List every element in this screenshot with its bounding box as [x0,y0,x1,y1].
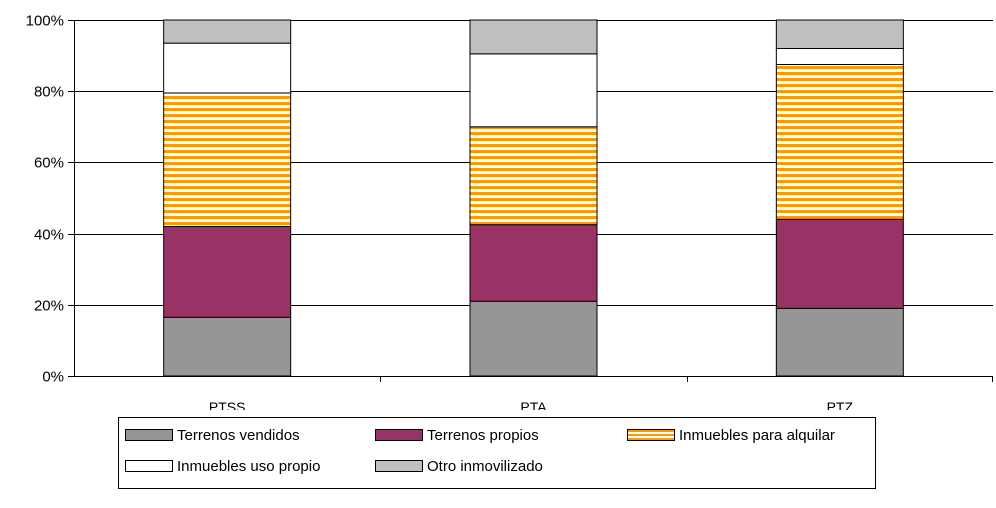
stacked-bar-chart: 0% 20% 40% 60% 80% 100% PTSS PTA PTZ [26,13,993,410]
axes: 0% 20% 40% 60% 80% 100% PTSS PTA PTZ [26,13,993,410]
legend-label: Terrenos propios [427,426,539,444]
legend-label: Inmuebles para alquilar [679,426,835,444]
legend-swatch [375,460,423,472]
x-category-label: PTZ [827,399,854,410]
legend-label: Otro inmovilizado [427,457,543,475]
bar-segment-pta-5 [469,19,598,55]
bars [163,19,904,377]
legend: Terrenos vendidos Terrenos propios Inmuebl… [118,417,876,489]
y-tick-label: 60% [34,155,64,172]
bar-segment-ptss-1 [163,316,292,377]
x-category-label: PTSS [209,399,246,410]
legend-item: Terrenos propios [375,424,539,446]
legend-label: Inmuebles uso propio [177,457,321,475]
x-category-label: PTA [520,399,547,410]
legend-swatch [125,460,173,472]
legend-item: Terrenos vendidos [125,424,300,446]
y-tick-label: 20% [34,298,64,315]
bar-segment-ptss-3 [163,92,292,227]
y-tick-label: 40% [34,227,64,244]
y-tick-label: 100% [26,13,64,30]
bar-segment-ptz-1 [775,307,904,377]
legend-swatch [375,429,423,441]
legend-swatch [125,429,173,441]
bar-segment-pta-3 [469,126,598,226]
bar-segment-ptz-3 [775,64,904,220]
legend-label: Terrenos vendidos [177,426,300,444]
legend-item: Inmuebles para alquilar [627,424,835,446]
bar-segment-ptz-4 [775,47,904,65]
legend-swatch [627,429,675,441]
y-tick-label: 0% [42,369,64,386]
legend-item: Inmuebles uso propio [125,455,320,477]
bar-segment-ptss-5 [163,19,292,44]
bar-segment-ptz-2 [775,218,904,309]
bar-segment-pta-4 [469,53,598,128]
y-tick-label: 80% [34,84,64,101]
bar-segment-ptz-5 [775,19,904,49]
bar-segment-pta-1 [469,300,598,377]
bar-segment-ptss-2 [163,225,292,318]
legend-item: Otro inmovilizado [375,455,543,477]
bar-segment-ptss-4 [163,42,292,94]
bar-segment-pta-2 [469,224,598,302]
